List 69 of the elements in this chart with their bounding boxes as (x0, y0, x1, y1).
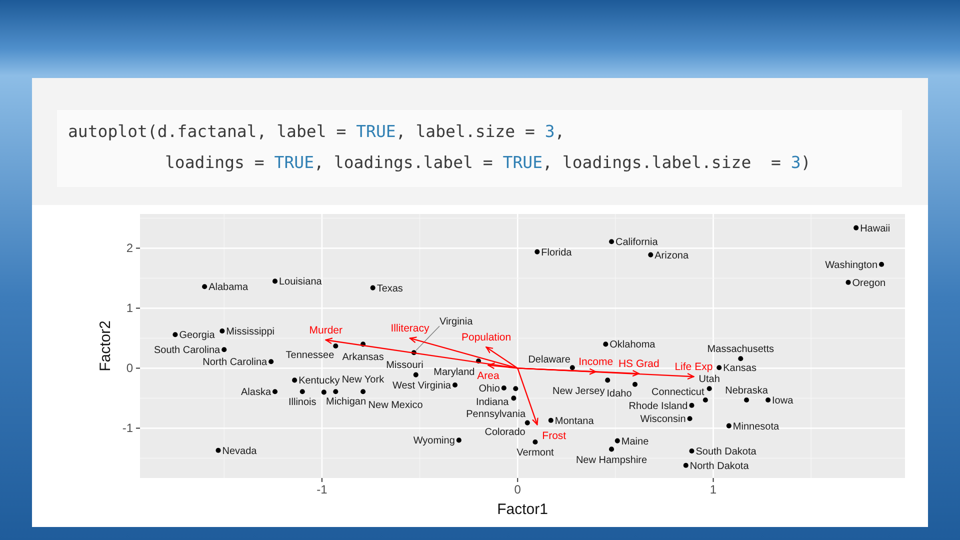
annotation: Montana (554, 416, 594, 427)
annotation: Alaska (240, 387, 272, 398)
annotation: Virginia (439, 316, 474, 328)
annotation: Iowa (772, 396, 794, 406)
annotation: Louisiana (279, 276, 322, 288)
annotation: Kansas (723, 363, 756, 374)
x-tick-label: 1 (710, 482, 717, 497)
annotation: New Mexico (368, 400, 424, 411)
series-label: Population (461, 332, 512, 344)
x-axis-title: Factor1 (497, 501, 548, 518)
annotation: Nebraska (725, 385, 768, 396)
annotation: Missouri (386, 360, 424, 372)
annotation: Maryland (434, 366, 475, 378)
annotation: Wisconsin (640, 414, 686, 426)
x-tick-label: 0 (514, 482, 522, 497)
annotation: Delaware (528, 354, 571, 366)
text: autoplot(d.factanal, label = TRUE, label.size = 3, (68, 122, 565, 141)
annotation: Kentucky (298, 376, 340, 387)
annotation: Colorado (484, 426, 526, 438)
annotation: Oklahoma (610, 340, 656, 351)
annotation: Wyoming (413, 436, 455, 447)
series-label: HS Grad (618, 358, 660, 370)
annotation: Idaho (606, 388, 632, 400)
annotation: New York (342, 374, 386, 386)
annotation: Tennessee (286, 350, 335, 362)
annotation: Nevada (222, 446, 258, 457)
annotation: Hawaii (860, 223, 890, 234)
annotation: Minnesota (732, 421, 780, 432)
annotation: Oregon (852, 278, 886, 289)
annotation: Florida (541, 247, 572, 258)
series-label: Illiteracy (390, 322, 430, 335)
annotation: Arkansas (342, 352, 384, 363)
annotation: Maine (621, 436, 650, 448)
annotation: South Carolina (154, 345, 221, 356)
y-axis-title: Factor2 (97, 320, 114, 372)
series-label: Area (477, 370, 500, 382)
annotation: West Virginia (392, 380, 452, 392)
series-label: Murder (309, 324, 343, 336)
y-tick-label: 0 (126, 361, 134, 376)
annotation: Texas (376, 283, 403, 294)
annotation: Alabama (208, 282, 248, 294)
annotation: Vermont (516, 448, 554, 459)
annotation: Ohio (478, 384, 500, 394)
y-tick-label: 1 (126, 301, 134, 316)
annotation: New Hampshire (576, 454, 648, 466)
text: loadings = TRUE, loadings.label = TRUE, loadings.label.size = 3) (165, 153, 811, 172)
y-tick-label: -1 (122, 421, 134, 436)
annotation: Indiana (476, 396, 510, 408)
annotation: Connecticut (651, 386, 705, 398)
annotation: New Jersey (552, 386, 605, 397)
x-tick-label: -1 (316, 482, 328, 497)
y-tick-label: 2 (126, 241, 134, 256)
series-label: Frost (542, 430, 566, 442)
annotation: Rhode Island (628, 400, 688, 412)
annotation: Illinois (288, 397, 316, 408)
annotation: Georgia (179, 330, 216, 342)
annotation: Mississippi (226, 326, 275, 338)
annotation: South Dakota (696, 446, 757, 458)
annotation: Pennsylvania (466, 408, 526, 420)
annotation: Utah (698, 374, 720, 385)
annotation: California (616, 237, 658, 248)
annotation: Massachusetts (707, 344, 774, 355)
annotation: North Carolina (202, 357, 268, 368)
annotation: North Dakota (690, 460, 750, 472)
annotation: Washington (825, 260, 878, 271)
annotation: Michigan (326, 396, 366, 408)
series-label: Life Exp (674, 360, 713, 373)
series-label: Income (578, 356, 614, 368)
annotation: Arizona (654, 250, 689, 262)
